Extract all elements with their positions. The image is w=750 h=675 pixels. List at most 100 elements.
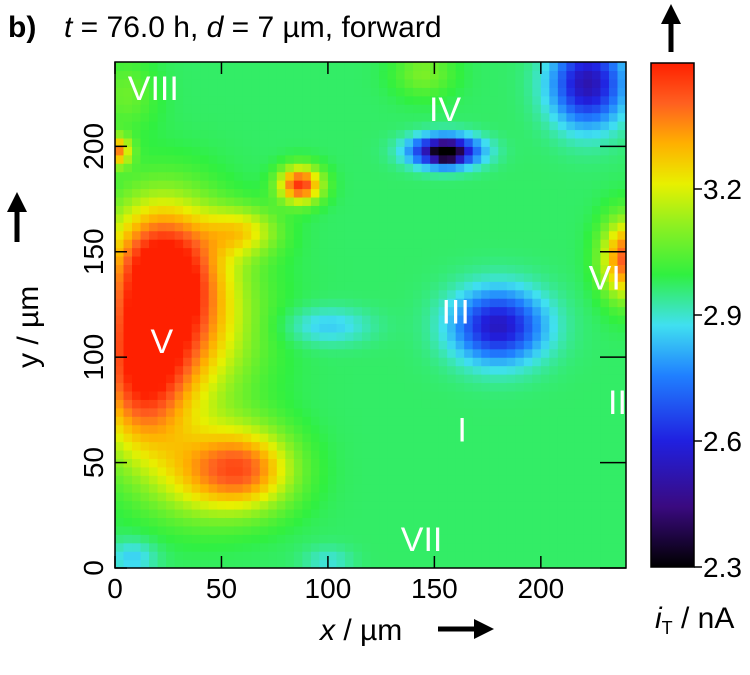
heatmap-cell [557,121,567,131]
heatmap-cell [251,458,261,468]
heatmap-cell [115,154,125,164]
heatmap-cell [276,315,286,325]
heatmap-cell [319,95,329,105]
heatmap-cell [115,559,125,568]
heatmap-cell [268,121,278,131]
heatmap-cell [140,500,150,510]
heatmap-cell [166,213,176,223]
heatmap-cell [396,458,406,468]
heatmap-cell [566,196,576,206]
heatmap-cell [123,525,133,535]
heatmap-cell [157,441,167,451]
heatmap-cell [464,180,474,190]
heatmap-cell [421,390,431,400]
heatmap-cell [234,331,244,341]
heatmap-cell [302,559,312,568]
heatmap-cell [540,466,550,476]
heatmap-cell [438,348,448,358]
heatmap-cell [532,104,542,114]
heatmap-cell [549,331,559,341]
heatmap-cell [540,458,550,468]
heatmap-cell [472,298,482,308]
heatmap-cell [285,154,295,164]
heatmap-cell [251,399,261,409]
heatmap-cell [413,121,423,131]
heatmap-cell [481,129,491,139]
heatmap-cell [498,458,508,468]
heatmap-cell [430,551,440,561]
heatmap-cell [404,163,414,173]
heatmap-cell [327,399,338,409]
heatmap-cell [591,137,602,147]
heatmap-cell [149,365,159,375]
heatmap-cell [523,129,533,139]
heatmap-cell [336,70,346,80]
heatmap-cell [174,399,184,409]
heatmap-cell [123,475,133,485]
heatmap-cell [259,255,269,265]
heatmap-cell [200,551,210,561]
heatmap-cell [157,171,167,181]
heatmap-cell [515,222,525,232]
heatmap-cell [191,289,201,299]
heatmap-cell [336,137,346,147]
heatmap-cell [583,230,593,240]
heatmap-cell [319,357,329,367]
heatmap-cell [396,78,406,88]
heatmap-cell [132,466,142,476]
heatmap-cell [421,171,431,181]
heatmap-cell [396,534,406,544]
heatmap-cell [293,348,303,358]
heatmap-cell [268,483,278,493]
heatmap-cell [396,365,406,375]
heatmap-cell [166,441,176,451]
heatmap-cell [327,508,338,518]
heatmap-cell [327,559,338,568]
heatmap-cell [200,264,210,274]
heatmap-cell [549,264,559,274]
heatmap-cell [523,298,533,308]
heatmap-cell [481,146,491,156]
heatmap-cell [489,255,499,265]
heatmap-cell [430,416,440,426]
heatmap-cell [540,70,550,80]
heatmap-cell [557,255,567,265]
heatmap-cell [370,416,380,426]
heatmap-cell [421,222,431,232]
heatmap-cell [327,289,338,299]
heatmap-cell [285,230,295,240]
heatmap-cell [387,298,397,308]
heatmap-cell [574,154,585,164]
heatmap-cell [285,281,295,291]
heatmap-cell [600,298,610,308]
heatmap-cell [506,112,516,122]
heatmap-cell [574,289,585,299]
heatmap-cell [217,112,227,122]
heatmap-cell [251,306,261,316]
heatmap-cell [361,163,372,173]
heatmap-cell [404,357,414,367]
heatmap-cell [123,255,133,265]
heatmap-cell [430,163,440,173]
heatmap-cell [302,205,312,215]
heatmap-cell [532,492,542,502]
heatmap-cell [472,188,482,198]
heatmap-cell [344,121,355,131]
heatmap-cell [421,196,431,206]
heatmap-cell [489,213,499,223]
heatmap-cell [259,298,269,308]
heatmap-cell [319,272,329,282]
heatmap-cell [149,180,159,190]
heatmap-cell [310,441,320,451]
heatmap-cell [413,205,423,215]
heatmap-cell [413,163,423,173]
heatmap-cell [191,492,201,502]
heatmap-cell [310,289,320,299]
heatmap-cell [251,517,261,527]
heatmap-cell [472,146,482,156]
heatmap-cell [515,508,525,518]
heatmap-cell [174,146,184,156]
heatmap-cell [225,281,235,291]
heatmap-cell [251,205,261,215]
heatmap-cell [617,424,626,434]
